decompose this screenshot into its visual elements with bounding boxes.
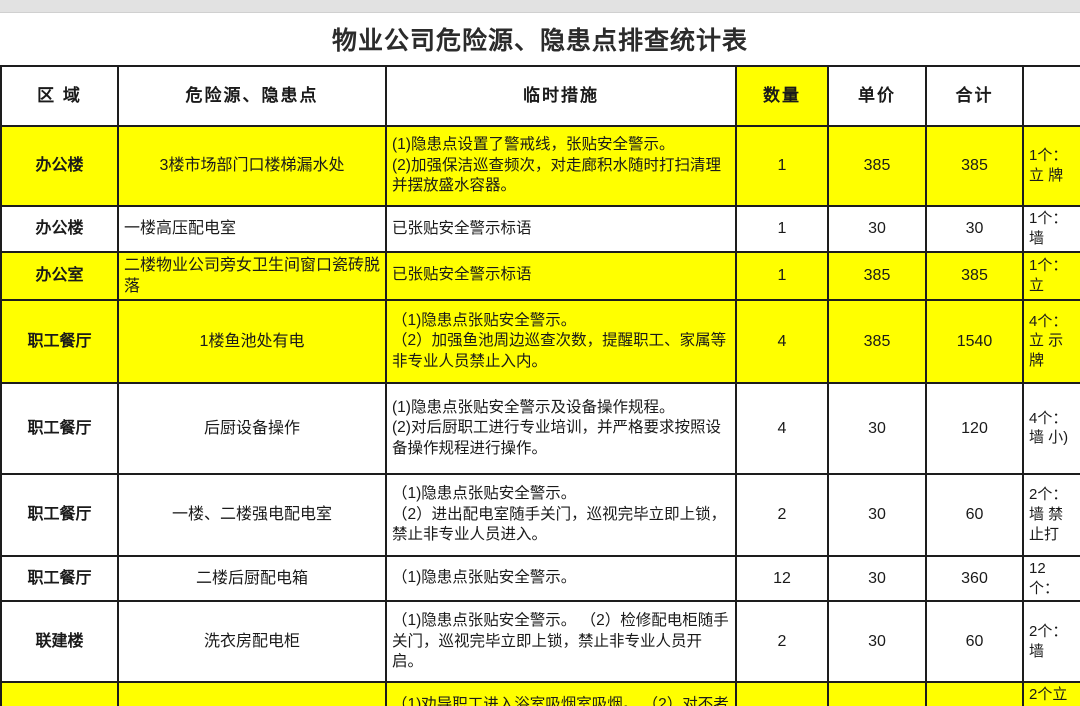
- cell-hazard[interactable]: 1楼鱼池处有电: [117, 298, 387, 384]
- cell-quantity[interactable]: 4: [735, 298, 829, 384]
- cell-area[interactable]: 办公室: [0, 250, 119, 301]
- header-row: 区 域 危险源、隐患点 临时措施 数量 单价 合计: [0, 65, 1080, 127]
- cell-unit-price[interactable]: 385: [827, 298, 927, 384]
- cell-measure[interactable]: (1)隐患点张贴安全警示及设备操作规程。 (2)对后厨职工进行专业培训，并严格要…: [385, 381, 737, 475]
- cell-note[interactable]: 4个：立 示牌: [1022, 298, 1080, 384]
- cell-area[interactable]: 联建楼: [0, 600, 119, 684]
- column-header-measure[interactable]: 临时措施: [385, 65, 737, 127]
- cell-area[interactable]: 职工餐厅: [0, 472, 119, 557]
- cell-quantity[interactable]: 1: [735, 125, 829, 207]
- table-row[interactable]: 办公楼 一楼高压配电室 已张贴安全警示标语 1 30 30 1个：墙: [0, 205, 1080, 253]
- column-header-area[interactable]: 区 域: [0, 65, 119, 127]
- cell-hazard[interactable]: 3楼市场部门口楼梯漏水处: [117, 125, 387, 207]
- hazard-statistics-table: 区 域 危险源、隐患点 临时措施 数量 单价 合计 办公楼 3楼市场部门口楼梯漏…: [0, 65, 1080, 706]
- cell-note[interactable]: 4个：墙 小): [1022, 381, 1080, 475]
- table-row[interactable]: 办公室 二楼物业公司旁女卫生间窗口瓷砖脱落 已张贴安全警示标语 1 385 38…: [0, 250, 1080, 301]
- table-row[interactable]: 联建楼 洗衣房配电柜 （1)隐患点张贴安全警示。 （2）检修配电柜随手关门，巡视…: [0, 600, 1080, 684]
- cell-note[interactable]: 2个：墙: [1022, 600, 1080, 684]
- table-body: 办公楼 3楼市场部门口楼梯漏水处 (1)隐患点设置了警戒线，张贴安全警示。 (2…: [0, 125, 1080, 706]
- column-header-quantity[interactable]: 数量: [735, 65, 829, 127]
- cell-unit-price[interactable]: 30: [827, 600, 927, 684]
- cell-measure[interactable]: 已张贴安全警示标语: [385, 250, 737, 301]
- cell-quantity[interactable]: 4: [735, 681, 829, 706]
- cell-quantity[interactable]: 1: [735, 205, 829, 253]
- cell-measure[interactable]: （1)隐患点张贴安全警示。 （2）加强鱼池周边巡查次数，提醒职工、家属等非专业人…: [385, 298, 737, 384]
- cell-hazard[interactable]: 二楼职工浴室流动吸烟: [117, 681, 387, 706]
- cell-quantity[interactable]: 12: [735, 554, 829, 603]
- table-row[interactable]: 职工餐厅 一楼、二楼强电配电室 （1)隐患点张贴安全警示。 （2）进出配电室随手…: [0, 472, 1080, 557]
- cell-note[interactable]: 1个：立 牌: [1022, 125, 1080, 207]
- cell-total[interactable]: 30: [925, 205, 1024, 253]
- cell-hazard[interactable]: 二楼后厨配电箱: [117, 554, 387, 603]
- cell-unit-price[interactable]: 385: [827, 125, 927, 207]
- cell-area[interactable]: 办公楼: [0, 125, 119, 207]
- table-header: 区 域 危险源、隐患点 临时措施 数量 单价 合计: [0, 65, 1080, 127]
- cell-quantity[interactable]: 2: [735, 472, 829, 557]
- page-title: 物业公司危险源、隐患点排查统计表: [331, 27, 748, 55]
- cell-total[interactable]: 120: [925, 381, 1024, 475]
- cell-unit-price[interactable]: 30: [827, 472, 927, 557]
- cell-quantity[interactable]: 4: [735, 381, 829, 475]
- cell-hazard[interactable]: 洗衣房配电柜: [117, 600, 387, 684]
- cell-hazard[interactable]: 一楼高压配电室: [117, 205, 387, 253]
- cell-total[interactable]: 1540: [925, 298, 1024, 384]
- cell-quantity[interactable]: 2: [735, 600, 829, 684]
- cell-total[interactable]: 385: [925, 125, 1024, 207]
- cell-unit-price[interactable]: 30: [827, 554, 927, 603]
- cell-hazard[interactable]: 一楼、二楼强电配电室: [117, 472, 387, 557]
- top-gray-strip: [0, 0, 1080, 13]
- cell-note[interactable]: 1个：立: [1022, 250, 1080, 301]
- table-row[interactable]: 办公楼 3楼市场部门口楼梯漏水处 (1)隐患点设置了警戒线，张贴安全警示。 (2…: [0, 125, 1080, 207]
- column-header-note[interactable]: [1022, 65, 1080, 127]
- cell-total[interactable]: 1540: [925, 681, 1024, 706]
- cell-measure[interactable]: （1)隐患点张贴安全警示。: [385, 554, 737, 603]
- cell-unit-price[interactable]: 385: [827, 250, 927, 301]
- cell-note[interactable]: 12个：: [1022, 554, 1080, 603]
- cell-unit-price[interactable]: 30: [827, 205, 927, 253]
- cell-hazard[interactable]: 后厨设备操作: [117, 381, 387, 475]
- cell-measure[interactable]: 已张贴安全警示标语: [385, 205, 737, 253]
- cell-area[interactable]: 职工餐厅: [0, 381, 119, 475]
- title-band: 物业公司危险源、隐患点排查统计表: [0, 13, 1080, 65]
- cell-measure[interactable]: （1)隐患点张贴安全警示。 （2）进出配电室随手关门，巡视完毕立即上锁，禁止非专…: [385, 472, 737, 557]
- cell-measure[interactable]: (1)隐患点设置了警戒线，张贴安全警示。 (2)加强保洁巡查频次，对走廊积水随时…: [385, 125, 737, 207]
- table-row[interactable]: 职工餐厅 1楼鱼池处有电 （1)隐患点张贴安全警示。 （2）加强鱼池周边巡查次数…: [0, 298, 1080, 384]
- cell-area[interactable]: 职工餐厅: [0, 554, 119, 603]
- cell-area[interactable]: 职工餐厅: [0, 298, 119, 384]
- cell-measure[interactable]: （1)劝导职工进入浴室吸烟室吸烟。 （2）对不者现场拍照，对接区队批评教育: [385, 681, 737, 706]
- column-header-total[interactable]: 合计: [925, 65, 1024, 127]
- cell-unit-price[interactable]: 30: [827, 381, 927, 475]
- table-row[interactable]: 联建楼 二楼职工浴室流动吸烟 （1)劝导职工进入浴室吸烟室吸烟。 （2）对不者现…: [0, 681, 1080, 706]
- cell-quantity[interactable]: 1: [735, 250, 829, 301]
- cell-total[interactable]: 60: [925, 472, 1024, 557]
- cell-total[interactable]: 60: [925, 600, 1024, 684]
- column-header-unit-price[interactable]: 单价: [827, 65, 927, 127]
- cell-unit-price[interactable]: 385: [827, 681, 927, 706]
- cell-area[interactable]: 联建楼: [0, 681, 119, 706]
- cell-total[interactable]: 385: [925, 250, 1024, 301]
- cell-note[interactable]: 2个：墙 禁止打: [1022, 472, 1080, 557]
- cell-note[interactable]: 1个：墙: [1022, 205, 1080, 253]
- cell-area[interactable]: 办公楼: [0, 205, 119, 253]
- table-row[interactable]: 职工餐厅 二楼后厨配电箱 （1)隐患点张贴安全警示。 12 30 360 12个…: [0, 554, 1080, 603]
- cell-hazard[interactable]: 二楼物业公司旁女卫生间窗口瓷砖脱落: [117, 250, 387, 301]
- cell-total[interactable]: 360: [925, 554, 1024, 603]
- cell-measure[interactable]: （1)隐患点张贴安全警示。 （2）检修配电柜随手关门，巡视完毕立即上锁，禁止非专…: [385, 600, 737, 684]
- table-row[interactable]: 职工餐厅 后厨设备操作 (1)隐患点张贴安全警示及设备操作规程。 (2)对后厨职…: [0, 381, 1080, 475]
- cell-note[interactable]: 2个立式 拍照通: [1022, 681, 1080, 706]
- column-header-hazard[interactable]: 危险源、隐患点: [117, 65, 387, 127]
